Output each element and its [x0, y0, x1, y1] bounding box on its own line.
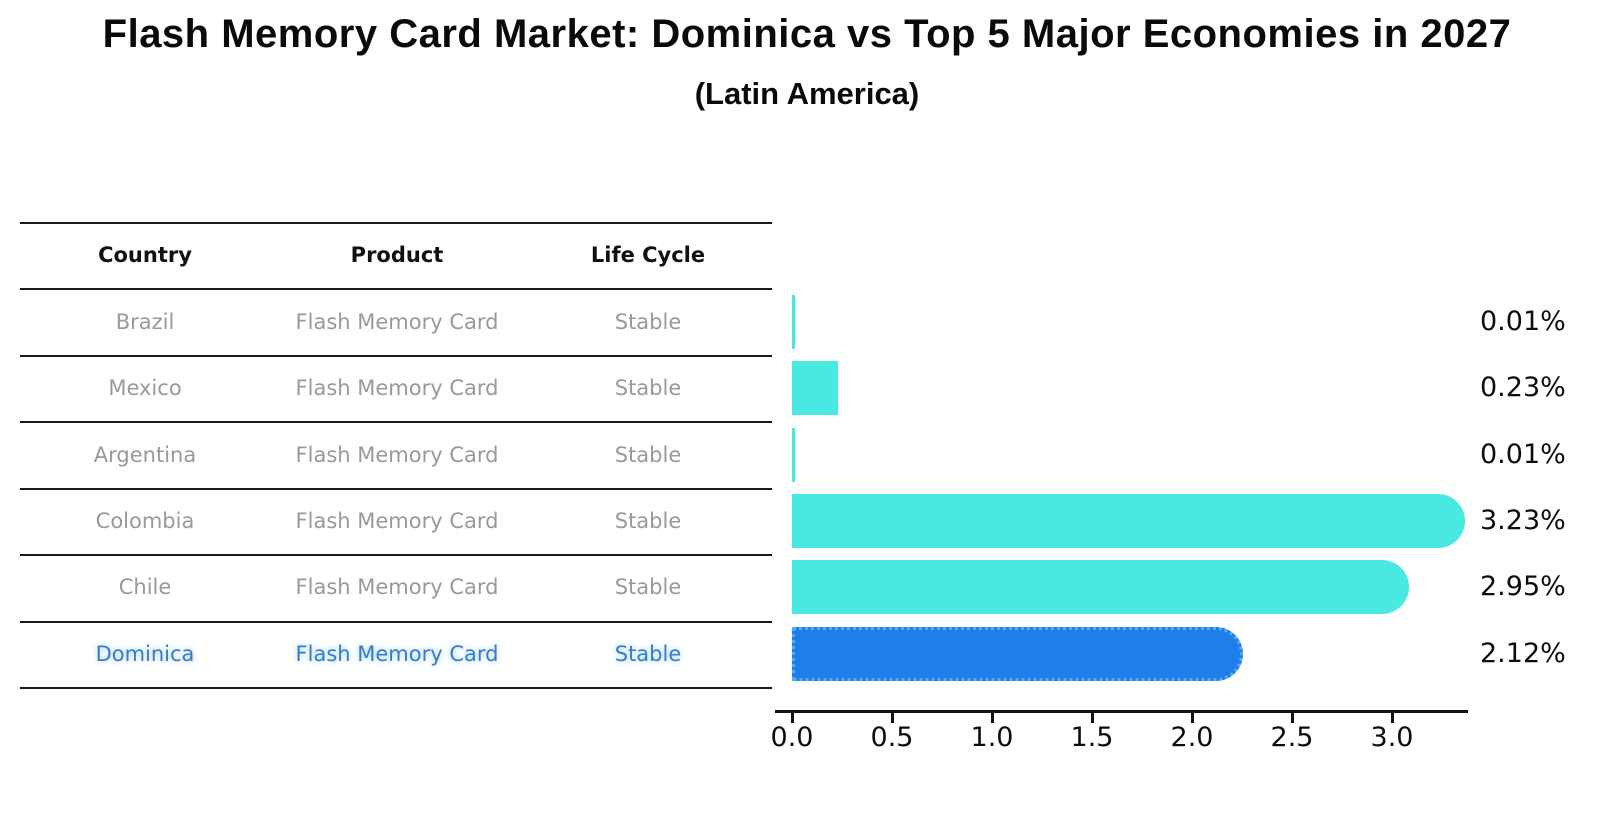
table-cell-product: Flash Memory Card [295, 443, 499, 467]
table-cell-country: Colombia [95, 509, 195, 533]
value-label-dominica: 2.12% [1480, 638, 1566, 669]
table-cell-country: Brazil [115, 310, 175, 334]
x-axis-tick-label: 1.5 [1070, 722, 1114, 753]
table-cell-life-cycle: Stable [614, 509, 682, 533]
table-cell-life-cycle: Stable [614, 376, 682, 400]
table-cell-product: Flash Memory Card [295, 642, 499, 666]
x-axis-tick-label: 3.0 [1370, 722, 1414, 753]
value-label-argentina: 0.01% [1480, 439, 1566, 470]
table-rule [20, 554, 772, 556]
value-label-colombia: 3.23% [1480, 505, 1566, 536]
x-axis-tick-label: 2.0 [1170, 722, 1214, 753]
table-cell-life-cycle: Stable [614, 443, 682, 467]
table-cell-country: Argentina [93, 443, 197, 467]
table-cell-product: Flash Memory Card [295, 575, 499, 599]
table-cell-life-cycle: Stable [614, 575, 682, 599]
x-axis-tick [791, 713, 794, 723]
x-axis-tick [1191, 713, 1194, 723]
column-header-product: Product [350, 243, 444, 267]
x-axis-tick-label: 0.0 [770, 722, 814, 753]
column-header-country: Country [98, 243, 192, 267]
table-rule [20, 687, 772, 689]
x-axis-tick-label: 0.5 [870, 722, 914, 753]
x-axis-tick-label: 1.0 [970, 722, 1014, 753]
x-axis-line [775, 710, 1468, 713]
table-rule [20, 355, 772, 357]
table-cell-country: Mexico [108, 376, 182, 400]
chart-subtitle: (Latin America) [694, 76, 920, 111]
x-axis-tick-label: 2.5 [1270, 722, 1314, 753]
table-rule [20, 222, 772, 224]
x-axis-tick [1391, 713, 1394, 723]
bar-dominica [792, 627, 1243, 681]
value-label-brazil: 0.01% [1480, 306, 1566, 337]
bar-brazil [792, 295, 795, 349]
table-rule [20, 488, 772, 490]
table-rule [20, 421, 772, 423]
table-cell-country: Chile [118, 575, 172, 599]
table-cell-life-cycle: Stable [614, 310, 682, 334]
chart-title: Flash Memory Card Market: Dominica vs To… [102, 12, 1512, 56]
x-axis-tick [991, 713, 994, 723]
table-cell-product: Flash Memory Card [295, 509, 499, 533]
bar-chile [792, 560, 1409, 614]
bar-mexico [792, 361, 838, 415]
table-cell-product: Flash Memory Card [295, 310, 499, 334]
table-rule [20, 621, 772, 623]
bar-argentina [792, 428, 795, 482]
value-label-mexico: 0.23% [1480, 372, 1566, 403]
value-label-chile: 2.95% [1480, 571, 1566, 602]
table-rule [20, 288, 772, 290]
bar-colombia [792, 494, 1465, 548]
table-cell-product: Flash Memory Card [295, 376, 499, 400]
x-axis-tick [891, 713, 894, 723]
x-axis-tick [1291, 713, 1294, 723]
table-cell-life-cycle: Stable [614, 642, 682, 666]
table-cell-country: Dominica [95, 642, 195, 666]
column-header-life-cycle: Life Cycle [590, 243, 706, 267]
x-axis-tick [1091, 713, 1094, 723]
